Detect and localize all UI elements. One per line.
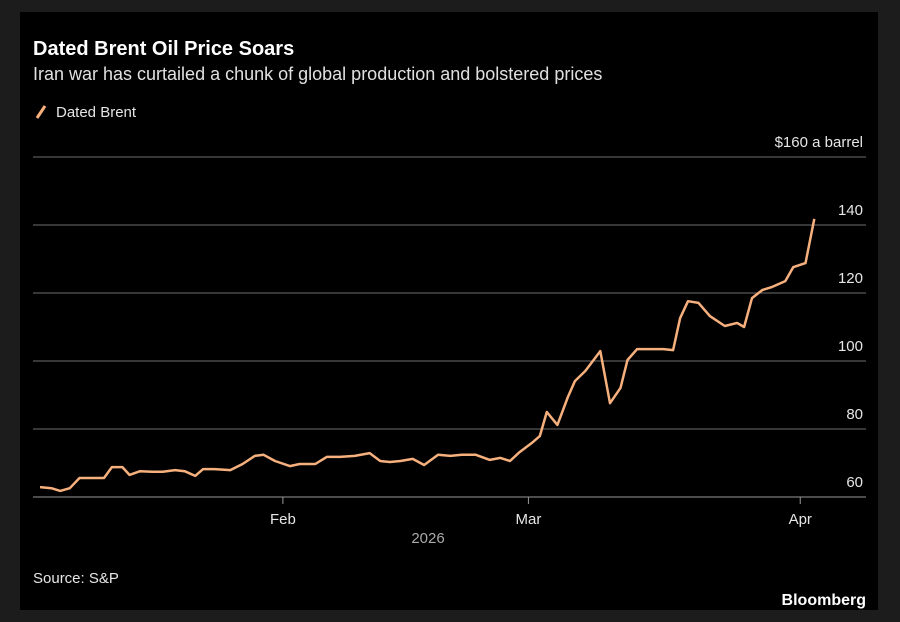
- brand: Bloomberg: [782, 592, 866, 609]
- y-tick-label: $160 a barrel: [775, 134, 863, 151]
- price-line: [39, 218, 816, 493]
- y-tick-label: 100: [838, 338, 863, 355]
- x-axis-label: 2026: [411, 530, 444, 547]
- x-tick-label: Apr: [789, 511, 812, 528]
- x-tick-label: Feb: [270, 511, 296, 528]
- legend-label: Dated Brent: [56, 104, 137, 121]
- x-tick-label: Mar: [515, 511, 541, 528]
- chart-panel: [20, 12, 878, 610]
- y-tick-label: 80: [846, 406, 863, 423]
- y-tick-label: 120: [838, 270, 863, 287]
- chart-title: Dated Brent Oil Price Soars: [33, 38, 294, 60]
- chart-subtitle: Iran war has curtailed a chunk of global…: [33, 64, 602, 84]
- source: Source: S&P: [33, 570, 119, 587]
- y-tick-label: 140: [838, 202, 863, 219]
- legend-swatch: [35, 105, 47, 119]
- y-tick-label: 60: [846, 474, 863, 491]
